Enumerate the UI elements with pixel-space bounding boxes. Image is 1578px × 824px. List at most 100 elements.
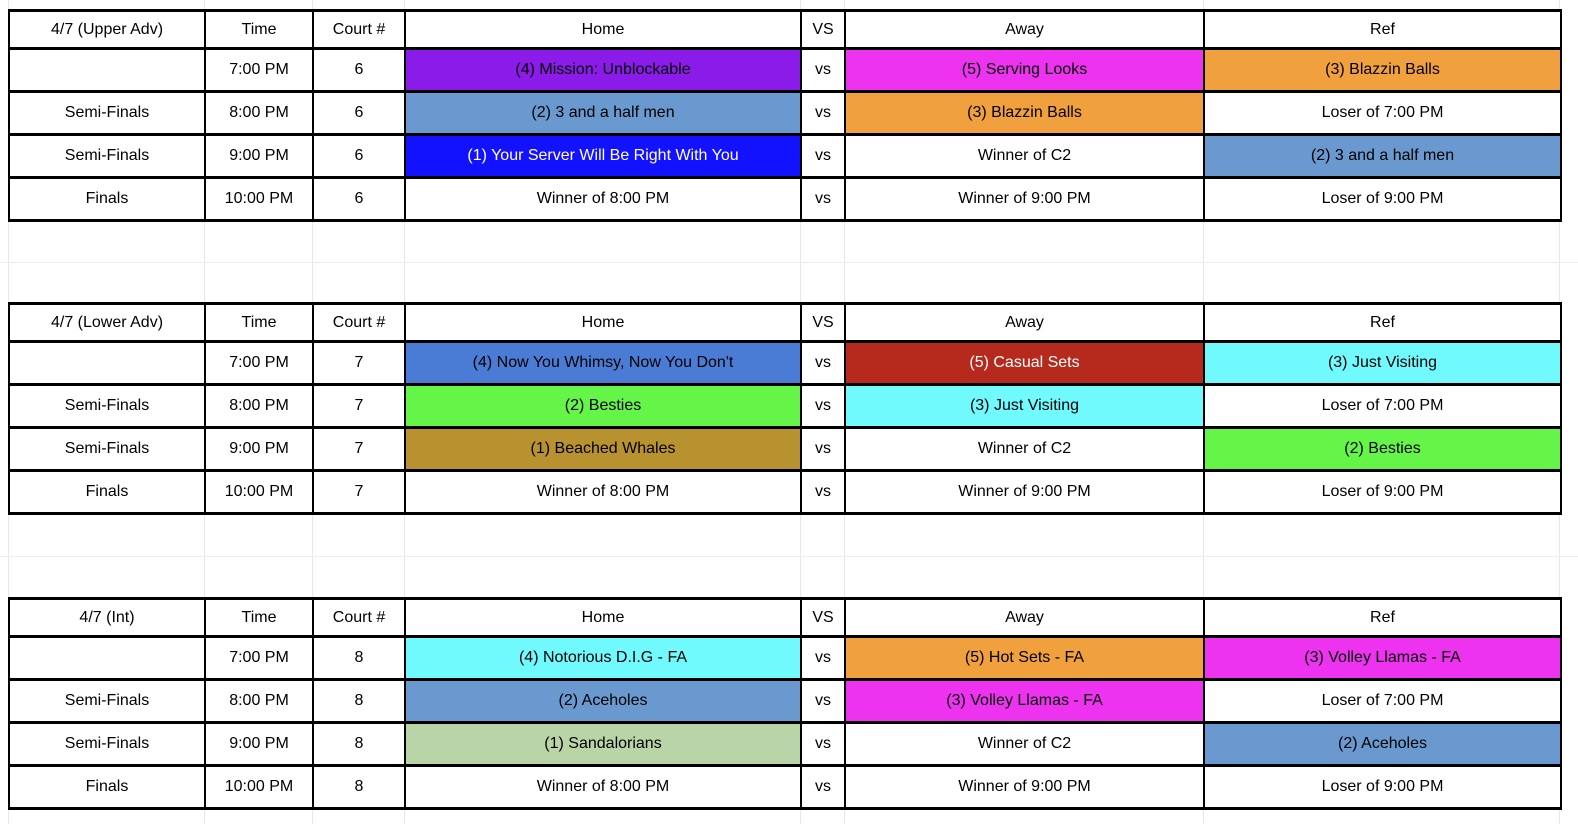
round-label-cell[interactable] bbox=[8, 47, 206, 93]
court-number-cell[interactable]: 6 bbox=[312, 90, 406, 136]
court-number-cell[interactable]: 7 bbox=[312, 340, 406, 386]
round-label-cell[interactable]: Finals bbox=[8, 469, 206, 515]
vs-cell[interactable]: vs bbox=[800, 469, 846, 515]
vs-cell[interactable]: vs bbox=[800, 764, 846, 810]
away-team-cell[interactable]: Winner of 9:00 PM bbox=[844, 469, 1205, 515]
home-team-cell[interactable]: (1) Your Server Will Be Right With You bbox=[404, 133, 802, 179]
away-team-cell[interactable]: Winner of C2 bbox=[844, 721, 1205, 767]
court-number-cell[interactable]: 7 bbox=[312, 383, 406, 429]
away-team-cell[interactable]: Winner of C2 bbox=[844, 426, 1205, 472]
ref-team-cell[interactable]: Loser of 7:00 PM bbox=[1203, 678, 1562, 724]
col-header-away[interactable]: Away bbox=[844, 9, 1205, 50]
col-header-time[interactable]: Time bbox=[204, 9, 314, 50]
home-team-cell[interactable]: (4) Mission: Unblockable bbox=[404, 47, 802, 93]
ref-team-cell[interactable]: (2) Aceholes bbox=[1203, 721, 1562, 767]
col-header-away[interactable]: Away bbox=[844, 597, 1205, 638]
round-label-cell[interactable]: Semi-Finals bbox=[8, 383, 206, 429]
col-header-ref[interactable]: Ref bbox=[1203, 302, 1562, 343]
col-header-home[interactable]: Home bbox=[404, 302, 802, 343]
time-cell[interactable]: 10:00 PM bbox=[204, 764, 314, 810]
home-team-cell[interactable]: (4) Notorious D.I.G - FA bbox=[404, 635, 802, 681]
home-team-cell[interactable]: (2) Besties bbox=[404, 383, 802, 429]
col-header-court[interactable]: Court # bbox=[312, 597, 406, 638]
court-number-cell[interactable]: 8 bbox=[312, 764, 406, 810]
col-header-vs[interactable]: VS bbox=[800, 9, 846, 50]
ref-team-cell[interactable]: (2) Besties bbox=[1203, 426, 1562, 472]
time-cell[interactable]: 9:00 PM bbox=[204, 721, 314, 767]
court-number-cell[interactable]: 8 bbox=[312, 721, 406, 767]
ref-team-cell[interactable]: Loser of 7:00 PM bbox=[1203, 90, 1562, 136]
vs-cell[interactable]: vs bbox=[800, 176, 846, 222]
col-header-vs[interactable]: VS bbox=[800, 302, 846, 343]
col-header-time[interactable]: Time bbox=[204, 302, 314, 343]
ref-team-cell[interactable]: (3) Just Visiting bbox=[1203, 340, 1562, 386]
time-cell[interactable]: 7:00 PM bbox=[204, 635, 314, 681]
round-label-cell[interactable]: Semi-Finals bbox=[8, 133, 206, 179]
vs-cell[interactable]: vs bbox=[800, 635, 846, 681]
time-cell[interactable]: 7:00 PM bbox=[204, 47, 314, 93]
away-team-cell[interactable]: (3) Blazzin Balls bbox=[844, 90, 1205, 136]
round-label-cell[interactable]: Semi-Finals bbox=[8, 678, 206, 724]
court-number-cell[interactable]: 8 bbox=[312, 635, 406, 681]
away-team-cell[interactable]: (5) Serving Looks bbox=[844, 47, 1205, 93]
vs-cell[interactable]: vs bbox=[800, 383, 846, 429]
away-team-cell[interactable]: (3) Just Visiting bbox=[844, 383, 1205, 429]
col-header-ref[interactable]: Ref bbox=[1203, 9, 1562, 50]
away-team-cell[interactable]: Winner of C2 bbox=[844, 133, 1205, 179]
time-cell[interactable]: 8:00 PM bbox=[204, 678, 314, 724]
court-number-cell[interactable]: 6 bbox=[312, 176, 406, 222]
col-header-court[interactable]: Court # bbox=[312, 9, 406, 50]
vs-cell[interactable]: vs bbox=[800, 721, 846, 767]
vs-cell[interactable]: vs bbox=[800, 133, 846, 179]
court-number-cell[interactable]: 6 bbox=[312, 133, 406, 179]
round-label-cell[interactable] bbox=[8, 340, 206, 386]
section-title-cell[interactable]: 4/7 (Lower Adv) bbox=[8, 302, 206, 343]
home-team-cell[interactable]: Winner of 8:00 PM bbox=[404, 764, 802, 810]
home-team-cell[interactable]: (2) 3 and a half men bbox=[404, 90, 802, 136]
ref-team-cell[interactable]: Loser of 9:00 PM bbox=[1203, 469, 1562, 515]
vs-cell[interactable]: vs bbox=[800, 90, 846, 136]
time-cell[interactable]: 8:00 PM bbox=[204, 90, 314, 136]
round-label-cell[interactable] bbox=[8, 635, 206, 681]
away-team-cell[interactable]: (3) Volley Llamas - FA bbox=[844, 678, 1205, 724]
col-header-home[interactable]: Home bbox=[404, 597, 802, 638]
home-team-cell[interactable]: Winner of 8:00 PM bbox=[404, 176, 802, 222]
time-cell[interactable]: 7:00 PM bbox=[204, 340, 314, 386]
ref-team-cell[interactable]: (2) 3 and a half men bbox=[1203, 133, 1562, 179]
time-cell[interactable]: 10:00 PM bbox=[204, 176, 314, 222]
time-cell[interactable]: 10:00 PM bbox=[204, 469, 314, 515]
away-team-cell[interactable]: Winner of 9:00 PM bbox=[844, 176, 1205, 222]
vs-cell[interactable]: vs bbox=[800, 678, 846, 724]
ref-team-cell[interactable]: Loser of 9:00 PM bbox=[1203, 176, 1562, 222]
time-cell[interactable]: 9:00 PM bbox=[204, 133, 314, 179]
ref-team-cell[interactable]: Loser of 9:00 PM bbox=[1203, 764, 1562, 810]
time-cell[interactable]: 8:00 PM bbox=[204, 383, 314, 429]
round-label-cell[interactable]: Semi-Finals bbox=[8, 90, 206, 136]
col-header-vs[interactable]: VS bbox=[800, 597, 846, 638]
time-cell[interactable]: 9:00 PM bbox=[204, 426, 314, 472]
home-team-cell[interactable]: Winner of 8:00 PM bbox=[404, 469, 802, 515]
section-title-cell[interactable]: 4/7 (Int) bbox=[8, 597, 206, 638]
col-header-ref[interactable]: Ref bbox=[1203, 597, 1562, 638]
home-team-cell[interactable]: (2) Aceholes bbox=[404, 678, 802, 724]
col-header-away[interactable]: Away bbox=[844, 302, 1205, 343]
ref-team-cell[interactable]: Loser of 7:00 PM bbox=[1203, 383, 1562, 429]
vs-cell[interactable]: vs bbox=[800, 47, 846, 93]
court-number-cell[interactable]: 6 bbox=[312, 47, 406, 93]
away-team-cell[interactable]: (5) Hot Sets - FA bbox=[844, 635, 1205, 681]
round-label-cell[interactable]: Finals bbox=[8, 176, 206, 222]
home-team-cell[interactable]: (1) Beached Whales bbox=[404, 426, 802, 472]
ref-team-cell[interactable]: (3) Blazzin Balls bbox=[1203, 47, 1562, 93]
court-number-cell[interactable]: 7 bbox=[312, 426, 406, 472]
col-header-home[interactable]: Home bbox=[404, 9, 802, 50]
section-title-cell[interactable]: 4/7 (Upper Adv) bbox=[8, 9, 206, 50]
round-label-cell[interactable]: Finals bbox=[8, 764, 206, 810]
round-label-cell[interactable]: Semi-Finals bbox=[8, 426, 206, 472]
home-team-cell[interactable]: (4) Now You Whimsy, Now You Don't bbox=[404, 340, 802, 386]
round-label-cell[interactable]: Semi-Finals bbox=[8, 721, 206, 767]
col-header-time[interactable]: Time bbox=[204, 597, 314, 638]
vs-cell[interactable]: vs bbox=[800, 426, 846, 472]
col-header-court[interactable]: Court # bbox=[312, 302, 406, 343]
away-team-cell[interactable]: Winner of 9:00 PM bbox=[844, 764, 1205, 810]
home-team-cell[interactable]: (1) Sandalorians bbox=[404, 721, 802, 767]
